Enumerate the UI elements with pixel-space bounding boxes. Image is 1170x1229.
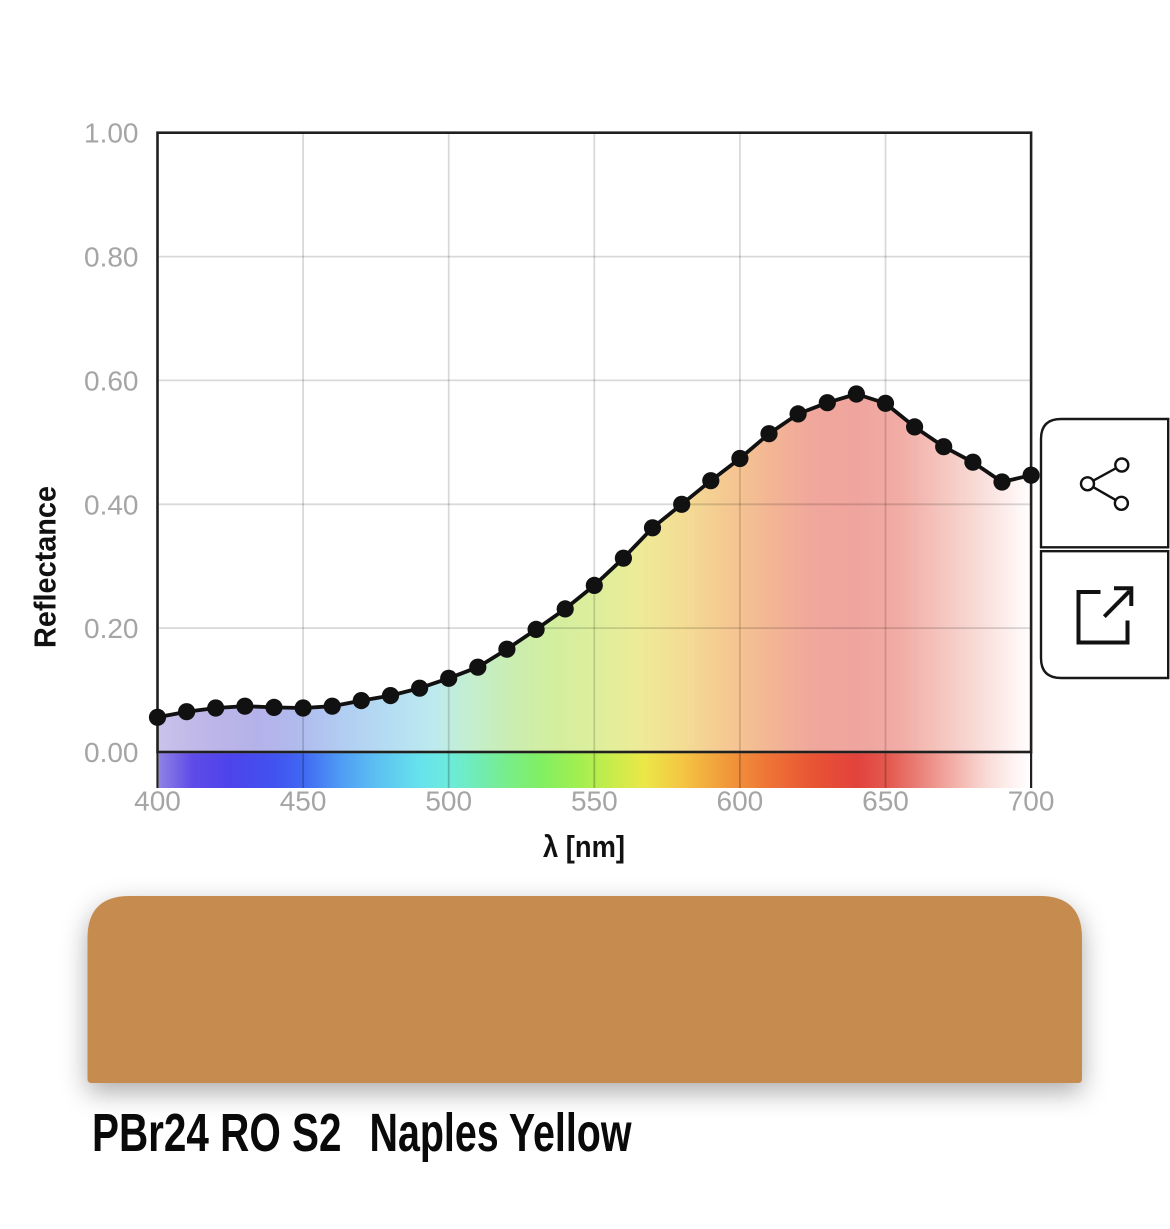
svg-text:0.80: 0.80	[84, 242, 139, 273]
svg-text:λ [nm]: λ [nm]	[543, 829, 625, 864]
svg-text:Reflectance: Reflectance	[28, 486, 63, 648]
svg-text:700: 700	[1008, 786, 1055, 817]
svg-text:PBr24 RO S2: PBr24 RO S2	[92, 1103, 342, 1163]
svg-text:0.20: 0.20	[84, 613, 139, 644]
svg-text:0.40: 0.40	[84, 489, 139, 520]
svg-text:400: 400	[134, 786, 181, 817]
svg-text:650: 650	[862, 786, 909, 817]
svg-text:600: 600	[717, 786, 764, 817]
svg-text:500: 500	[425, 786, 472, 817]
svg-text:Naples Yellow: Naples Yellow	[370, 1103, 633, 1163]
svg-text:0.60: 0.60	[84, 365, 139, 396]
svg-text:550: 550	[571, 786, 618, 817]
svg-text:0.00: 0.00	[84, 737, 139, 768]
svg-text:450: 450	[280, 786, 327, 817]
svg-text:1.00: 1.00	[84, 118, 139, 149]
